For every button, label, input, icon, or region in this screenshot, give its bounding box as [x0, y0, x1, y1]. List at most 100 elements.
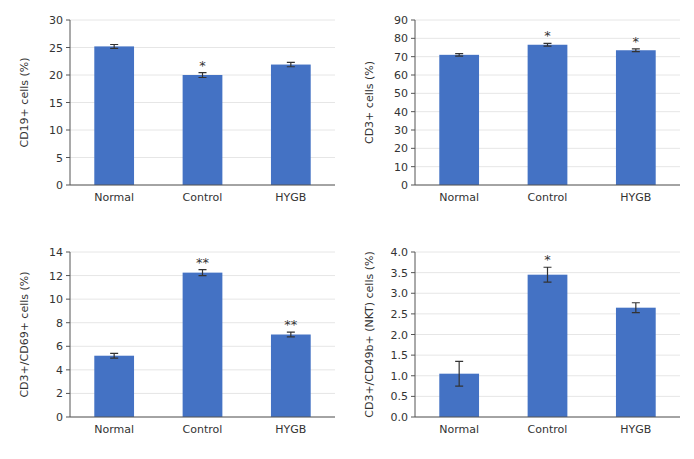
y-tick [66, 157, 70, 158]
y-tick-label: 4 [56, 364, 63, 377]
error-bar [110, 353, 118, 358]
y-tick [411, 148, 415, 149]
y-tick-label: 0 [401, 179, 408, 192]
y-tick-label: 10 [49, 293, 63, 306]
error-bar [199, 270, 207, 276]
y-tick-label: 0 [56, 179, 63, 192]
y-tick-label: 20 [49, 69, 63, 82]
y-tick [411, 56, 415, 57]
x-axis [70, 417, 335, 418]
bar [94, 356, 134, 417]
y-tick-label: 4.0 [391, 246, 409, 259]
y-tick-label: 2.0 [391, 329, 409, 342]
y-tick [411, 185, 415, 186]
y-tick [411, 272, 415, 273]
error-bar [287, 62, 295, 66]
y-tick [411, 355, 415, 356]
y-tick-label: 5 [56, 152, 63, 165]
error-bar [110, 44, 118, 48]
bar [616, 50, 656, 185]
error-bar [287, 332, 295, 337]
y-tick-label: 80 [394, 32, 408, 45]
y-tick [66, 369, 70, 370]
y-tick-label: 14 [49, 246, 63, 259]
error-bar [455, 361, 463, 386]
y-tick-label: 10 [394, 161, 408, 174]
y-tick-label: 0.5 [391, 390, 409, 403]
y-axis-label: CD3+/CD69+ cells (%) [18, 271, 31, 397]
y-axis [70, 252, 71, 417]
y-tick-label: 8 [56, 317, 63, 330]
grid-line [70, 417, 335, 418]
x-axis [415, 417, 680, 418]
x-axis [415, 185, 680, 186]
y-tick-label: 3.5 [391, 267, 409, 280]
y-tick [411, 111, 415, 112]
bar [439, 55, 479, 185]
y-tick-label: 30 [394, 124, 408, 137]
error-bar [632, 303, 640, 313]
error-bar [544, 43, 552, 46]
y-tick [66, 130, 70, 131]
grid-line [70, 252, 335, 253]
x-tick-label: Normal [439, 423, 479, 436]
y-axis [415, 252, 416, 417]
y-tick [411, 130, 415, 131]
x-tick-label: Normal [94, 423, 134, 436]
annotation: ** [284, 317, 298, 332]
annotation: ** [196, 255, 210, 270]
plot-area [94, 44, 310, 185]
y-tick-label: 3.0 [391, 287, 409, 300]
x-tick-label: Normal [439, 191, 479, 204]
error-bar [199, 73, 207, 78]
y-tick-label: 12 [49, 270, 63, 283]
y-tick [66, 275, 70, 276]
bar [271, 335, 311, 418]
panel: 051015202530NormalControlHYGB*CD19+ cell… [18, 14, 335, 204]
y-tick-label: 1.0 [391, 370, 409, 383]
y-tick-label: 60 [394, 69, 408, 82]
x-axis [70, 185, 335, 186]
y-tick [411, 375, 415, 376]
x-tick-label: Control [528, 191, 568, 204]
y-tick [66, 393, 70, 394]
y-tick-label: 25 [49, 42, 63, 55]
y-tick [411, 75, 415, 76]
y-axis [70, 20, 71, 185]
bar [271, 65, 311, 185]
y-tick-label: 40 [394, 106, 408, 119]
annotation: * [544, 28, 551, 43]
y-tick-label: 15 [49, 97, 63, 110]
y-tick [411, 166, 415, 167]
grid-line [415, 417, 680, 418]
y-tick [66, 299, 70, 300]
y-tick [411, 20, 415, 21]
error-bar [544, 267, 552, 282]
y-tick-label: 70 [394, 51, 408, 64]
y-tick [411, 38, 415, 39]
y-tick-label: 50 [394, 87, 408, 100]
error-bar [455, 54, 463, 57]
panel: 0.00.51.01.52.02.53.03.54.0NormalControl… [363, 246, 680, 436]
grid-line [415, 20, 680, 21]
y-tick [66, 322, 70, 323]
x-tick-label: Normal [94, 191, 134, 204]
y-tick [411, 417, 415, 418]
x-tick-label: Control [528, 423, 568, 436]
grid-line [70, 20, 335, 21]
bar [94, 46, 134, 185]
x-tick-label: Control [183, 423, 223, 436]
bar [183, 75, 223, 185]
y-tick-label: 10 [49, 124, 63, 137]
x-tick-label: HYGB [275, 191, 306, 204]
y-tick [66, 185, 70, 186]
error-bar [632, 49, 640, 52]
y-tick [66, 102, 70, 103]
bar [183, 273, 223, 417]
bar [528, 275, 568, 417]
y-axis-label: CD19+ cells (%) [18, 57, 31, 147]
panel: 02468101214NormalControlHYGB****CD3+/CD6… [18, 246, 335, 436]
y-axis [415, 20, 416, 185]
y-axis-label: CD3+/CD49b+ (NKT) cells (%) [363, 251, 376, 418]
y-tick [411, 313, 415, 314]
